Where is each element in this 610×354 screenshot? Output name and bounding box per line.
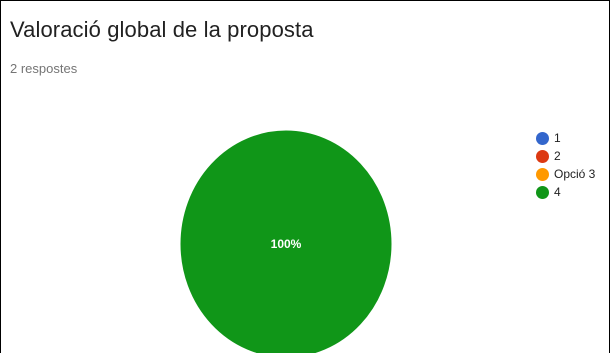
legend-item-opci-3[interactable]: Opció 3 xyxy=(536,165,595,183)
legend-swatch-opci-3 xyxy=(536,167,549,181)
chart-legend: 1 2 Opció 3 4 xyxy=(536,129,595,201)
pie-slice-label-4: 100% xyxy=(271,237,302,251)
legend-item-2[interactable]: 2 xyxy=(536,147,595,165)
legend-swatch-1 xyxy=(536,131,549,145)
legend-item-1[interactable]: 1 xyxy=(536,129,595,147)
chart-title: Valoració global de la proposta xyxy=(10,17,314,42)
legend-label-4: 4 xyxy=(554,185,561,199)
legend-swatch-4 xyxy=(536,185,549,199)
legend-swatch-2 xyxy=(536,149,549,163)
legend-item-4[interactable]: 4 xyxy=(536,183,595,201)
legend-label-opci-3: Opció 3 xyxy=(554,167,596,181)
legend-label-1: 1 xyxy=(554,131,561,145)
legend-label-2: 2 xyxy=(554,149,561,163)
pie-slice-4[interactable] xyxy=(179,129,393,353)
response-count: 2 respostes xyxy=(10,61,78,76)
